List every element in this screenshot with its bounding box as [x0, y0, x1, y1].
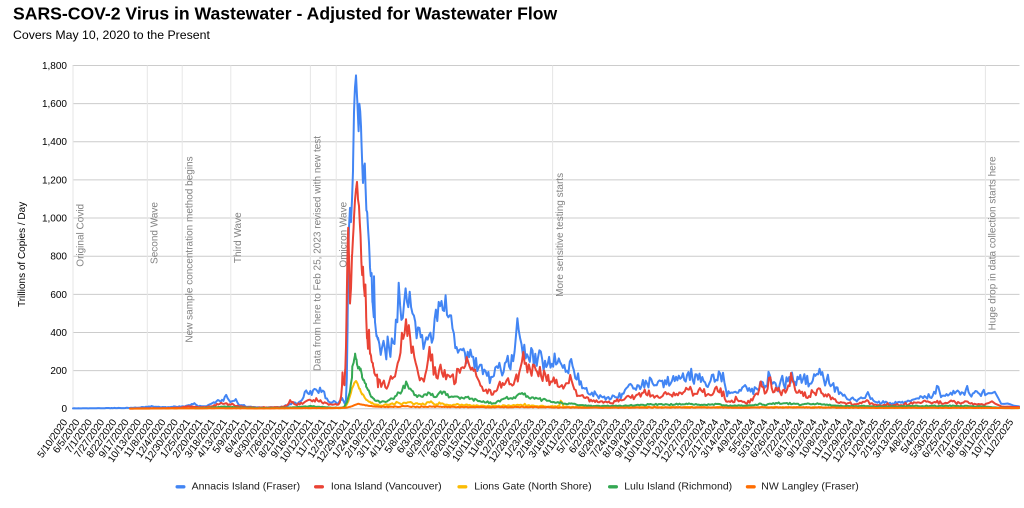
svg-text:Lions Gate (North Shore): Lions Gate (North Shore) [474, 481, 591, 493]
svg-text:1,800: 1,800 [42, 61, 67, 72]
svg-text:0: 0 [61, 404, 67, 415]
svg-text:600: 600 [50, 290, 67, 301]
svg-text:More sensitive testing starts: More sensitive testing starts [555, 173, 566, 297]
svg-text:1,400: 1,400 [42, 137, 67, 148]
svg-text:Annacis Island (Fraser): Annacis Island (Fraser) [192, 481, 301, 493]
svg-text:SARS-COV-2 Virus in Wastewater: SARS-COV-2 Virus in Wastewater - Adjuste… [13, 4, 558, 24]
svg-text:Lulu Island (Richmond): Lulu Island (Richmond) [624, 481, 732, 493]
svg-text:Iona Island (Vancouver): Iona Island (Vancouver) [331, 481, 442, 493]
svg-text:Trillions of Copies / Day: Trillions of Copies / Day [17, 202, 28, 307]
svg-text:Covers May 10, 2020 to the Pre: Covers May 10, 2020 to the Present [13, 28, 210, 42]
svg-text:Data from here to Feb 25, 2023: Data from here to Feb 25, 2023 revised w… [313, 136, 324, 371]
svg-text:1,200: 1,200 [42, 175, 67, 186]
svg-text:NW Langley (Fraser): NW Langley (Fraser) [761, 481, 858, 493]
svg-text:800: 800 [50, 252, 67, 263]
svg-text:Omicron Wave: Omicron Wave [339, 201, 350, 267]
svg-text:New sample concentration metho: New sample concentration method begins [185, 156, 196, 342]
svg-text:1,000: 1,000 [42, 213, 67, 224]
svg-text:1,600: 1,600 [42, 99, 67, 110]
svg-text:400: 400 [50, 328, 67, 339]
svg-text:200: 200 [50, 366, 67, 377]
svg-text:Huge drop in data collection s: Huge drop in data collection starts here [988, 156, 999, 330]
svg-text:Second Wave: Second Wave [150, 202, 161, 264]
svg-text:Third Wave: Third Wave [233, 212, 244, 263]
svg-text:Original Covid: Original Covid [75, 204, 86, 267]
